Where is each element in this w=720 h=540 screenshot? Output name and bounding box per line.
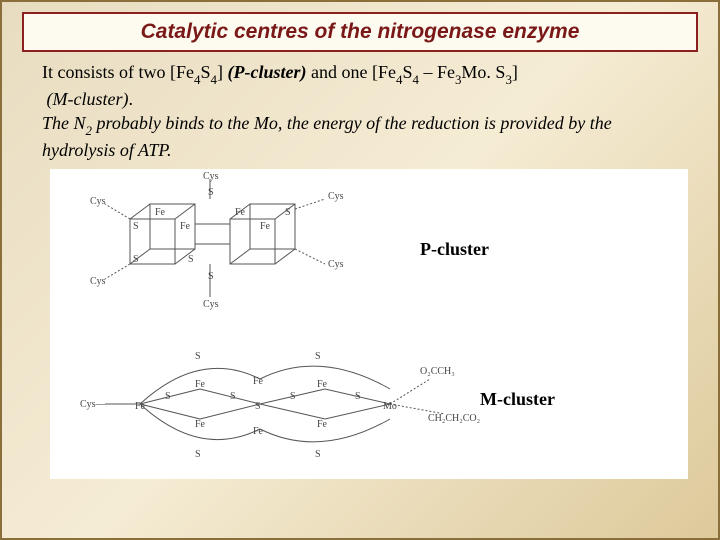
page-title: Catalytic centres of the nitrogenase enz… — [34, 20, 686, 44]
label-fe: Fe — [180, 221, 191, 232]
label-fe: Fe — [135, 401, 146, 412]
label-s: S — [165, 391, 171, 402]
label-s: S — [133, 221, 139, 232]
txt: probably binds to the Mo, the energy of … — [42, 113, 612, 160]
label-s: S — [290, 391, 296, 402]
label-cys: Cys — [90, 276, 106, 287]
m-cluster-label: M-cluster — [480, 389, 555, 410]
label-fe: Fe — [195, 379, 206, 390]
label-ligand: O₂CCH₃ — [420, 366, 455, 377]
label-cys: Cys — [203, 299, 219, 310]
txt: and one [Fe — [306, 62, 395, 82]
label-s: S — [133, 254, 139, 265]
sub: 4 — [194, 72, 200, 87]
txt: ] — [512, 62, 518, 82]
txt: S — [200, 62, 210, 82]
title-box: Catalytic centres of the nitrogenase enz… — [22, 12, 698, 52]
figure-area: Cys Cys Cys Cys Cys Cys Fe Fe Fe Fe S S … — [50, 169, 688, 479]
label-cys: Cys— — [80, 399, 107, 410]
label-s: S — [230, 391, 236, 402]
txt: S — [402, 62, 412, 82]
label-ligand: CH₂CH₂CO₂ — [428, 413, 480, 424]
label-s: S — [188, 254, 194, 265]
txt: The N — [42, 113, 86, 133]
txt: Mo. S — [461, 62, 505, 82]
sub: 4 — [211, 72, 217, 87]
m-cluster-name: (M-cluster) — [47, 89, 129, 109]
label-mo: Mo — [383, 401, 397, 412]
label-s: S — [195, 449, 201, 460]
label-s: S — [208, 271, 214, 282]
label-cys: Cys — [203, 171, 219, 182]
sub: 4 — [412, 72, 418, 87]
label-fe: Fe — [155, 207, 166, 218]
label-s: S — [315, 351, 321, 362]
label-fe: Fe — [260, 221, 271, 232]
label-s: S — [255, 401, 261, 412]
sub: 2 — [86, 123, 92, 138]
sub: 3 — [455, 72, 461, 87]
txt: . — [128, 89, 133, 109]
label-s: S — [285, 207, 291, 218]
txt: ] — [217, 62, 228, 82]
label-fe: Fe — [317, 419, 328, 430]
label-s: S — [315, 449, 321, 460]
label-s: S — [208, 187, 214, 198]
txt: It consists of two [Fe — [42, 62, 194, 82]
sub: 3 — [505, 72, 511, 87]
p-cluster-label: P-cluster — [420, 239, 489, 260]
label-fe: Fe — [253, 376, 264, 387]
p-cluster-diagram: Cys Cys Cys Cys Cys Cys Fe Fe Fe Fe S S … — [60, 169, 390, 329]
label-fe: Fe — [195, 419, 206, 430]
sub: 4 — [396, 72, 402, 87]
label-fe: Fe — [253, 426, 264, 437]
body-paragraph: It consists of two [Fe4S4] (P-cluster) a… — [42, 60, 688, 163]
p-cluster-name: (P-cluster) — [227, 62, 306, 82]
label-cys: Cys — [90, 196, 106, 207]
label-s: S — [355, 391, 361, 402]
label-s: S — [195, 351, 201, 362]
txt: – Fe — [419, 62, 455, 82]
label-fe: Fe — [235, 207, 246, 218]
label-cys: Cys — [328, 259, 344, 270]
label-cys: Cys — [328, 191, 344, 202]
label-fe: Fe — [317, 379, 328, 390]
m-cluster-diagram: Cys— Fe Fe Fe Fe Fe Fe Fe Mo S S S S S S… — [50, 329, 490, 479]
